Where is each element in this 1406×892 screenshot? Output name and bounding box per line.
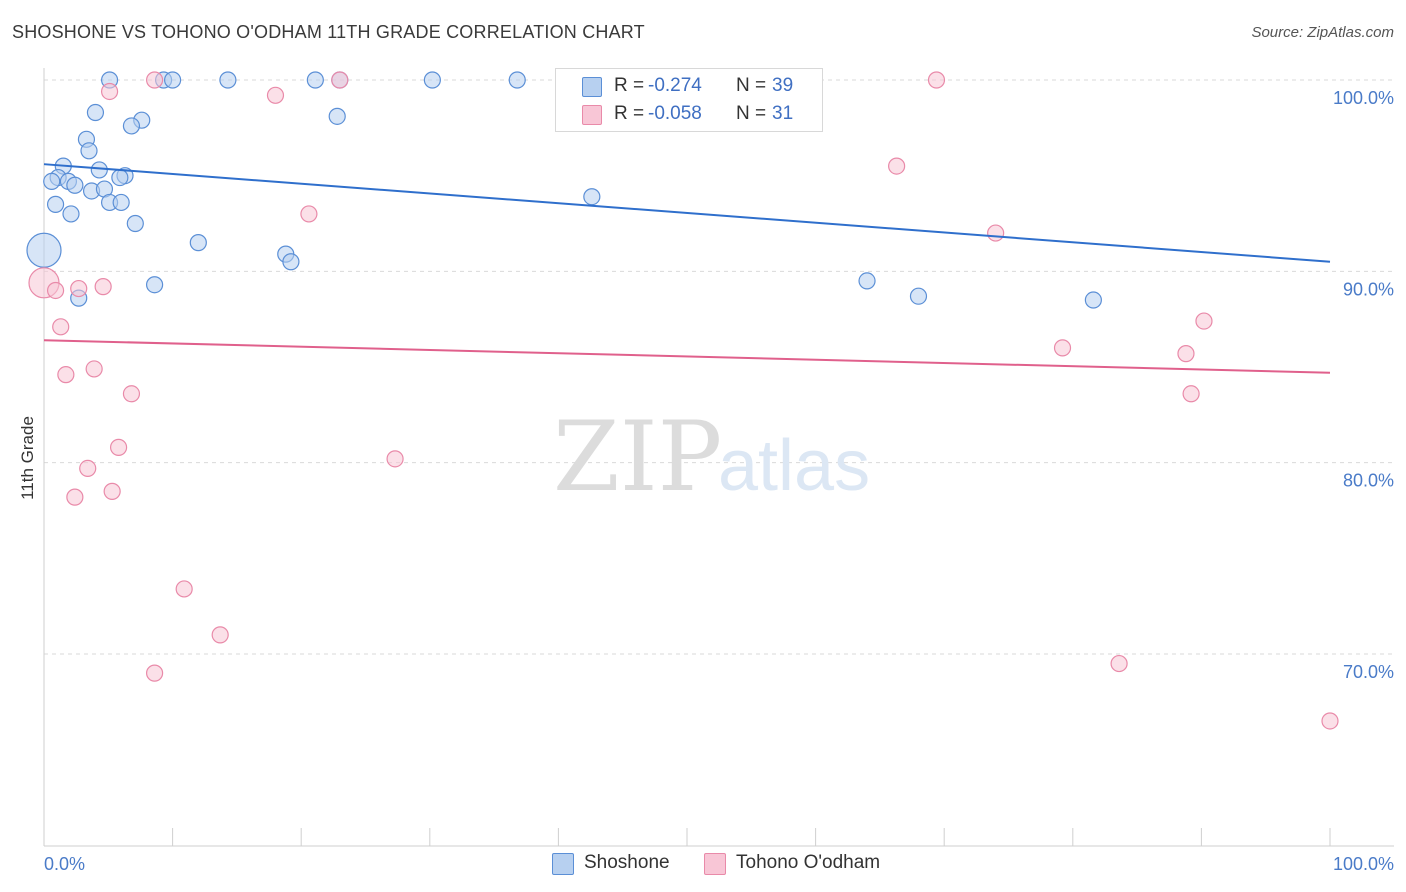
legend-n-value: 31 [772, 103, 794, 124]
shoshone-point [122, 117, 141, 135]
shoshone-point [164, 71, 182, 89]
tohono-point [70, 279, 88, 298]
stats-legend: R = -0.274 N = 39 R = -0.058 N = 31 [555, 68, 823, 132]
shoshone-point [90, 161, 108, 179]
legend-n-label: N = [736, 75, 767, 96]
legend-r-value: -0.274 [648, 75, 702, 96]
tohono-point [100, 82, 119, 101]
y-tick-label: 100.0% [1333, 88, 1394, 108]
tohono-point [1110, 654, 1128, 673]
tohono-point [109, 438, 128, 456]
legend-label: Tohono O'odham [736, 852, 881, 873]
tohono-point [1195, 312, 1213, 330]
trend-lines [43, 163, 1331, 374]
legend-r-label: R = [614, 75, 645, 96]
shoshone-trend-line [43, 163, 1331, 263]
x-tick-label: 0.0% [44, 854, 85, 874]
legend-row-tohono: R = -0.058 N = 31 [556, 101, 822, 129]
y-axis-title: 11th Grade [18, 416, 37, 500]
shoshone-point [46, 195, 65, 213]
tohono-point [987, 224, 1005, 242]
tohono-point [211, 626, 229, 644]
shoshone-point [66, 176, 84, 194]
tohono-point [145, 664, 164, 682]
shoshone-point [189, 234, 207, 252]
legend-label: Shoshone [584, 852, 670, 873]
watermark-atlas: atlas [718, 426, 870, 506]
tohono-point [66, 488, 84, 506]
gridlines [44, 79, 1394, 655]
shoshone-point [145, 276, 164, 294]
tohono-point [103, 482, 121, 500]
y-tick-label: 80.0% [1343, 471, 1394, 491]
tohono-point [1321, 712, 1339, 730]
shoshone-point [219, 71, 237, 89]
shoshone-point [86, 103, 105, 122]
shoshone-point [508, 71, 526, 89]
legend-swatch-pink [582, 105, 602, 125]
y-tick-label: 90.0% [1343, 279, 1394, 299]
legend-row-shoshone: R = -0.274 N = 39 [556, 73, 822, 101]
shoshone-point [80, 142, 98, 160]
axes [43, 68, 1394, 847]
shoshone-point [423, 71, 441, 89]
legend-swatch-pink [704, 853, 726, 875]
tohono-point [46, 281, 65, 300]
shoshone-point [306, 71, 324, 89]
tohono-point [57, 366, 75, 384]
shoshone-point [583, 188, 601, 206]
shoshone-point [43, 172, 61, 191]
tohono-point [175, 580, 193, 598]
tohono-point [1053, 339, 1072, 357]
tohono-point [94, 278, 112, 296]
legend-swatch-blue [582, 77, 602, 97]
shoshone-point [282, 253, 300, 271]
tohono-point [888, 157, 906, 175]
tohono-point [927, 71, 946, 89]
watermark: ZIP atlas [553, 401, 870, 513]
watermark-zip: ZIP [553, 401, 722, 513]
tohono-point [1177, 345, 1195, 363]
tohono-trend-line [43, 339, 1331, 374]
shoshone-point [112, 193, 130, 212]
tohono-point [1182, 385, 1200, 403]
shoshone-point [909, 287, 928, 305]
legend-n-label: N = [736, 103, 767, 124]
shoshone-point [858, 272, 876, 290]
legend-swatch-blue [552, 853, 574, 875]
shoshone-point [328, 107, 346, 125]
x-tick-label: 100.0% [1333, 854, 1394, 874]
tohono-point [266, 86, 285, 104]
tohono-point [386, 450, 404, 468]
shoshone-point [111, 168, 129, 187]
legend-n-value: 39 [772, 75, 794, 96]
tohono-point [79, 459, 97, 478]
legend-r-value: -0.058 [648, 103, 702, 124]
shoshone-point [26, 232, 62, 268]
tick-labels: 100.0% 90.0% 80.0% 70.0% 0.0% 100.0% [44, 88, 1394, 874]
legend-r-label: R = [614, 103, 645, 124]
shoshone-point [62, 205, 80, 223]
source-credit: Source: ZipAtlas.com [1251, 24, 1394, 41]
tohono-point [85, 360, 103, 378]
tohono-point [52, 318, 70, 336]
y-tick-label: 70.0% [1343, 662, 1394, 682]
data-points [26, 71, 1339, 730]
shoshone-point [126, 214, 144, 233]
chart-title: SHOSHONE VS TOHONO O'ODHAM 11TH GRADE CO… [12, 22, 645, 42]
tohono-point [300, 205, 318, 223]
tohono-point [331, 71, 349, 89]
tohono-point [145, 71, 164, 89]
shoshone-point [1084, 291, 1102, 309]
tohono-point [122, 385, 141, 403]
